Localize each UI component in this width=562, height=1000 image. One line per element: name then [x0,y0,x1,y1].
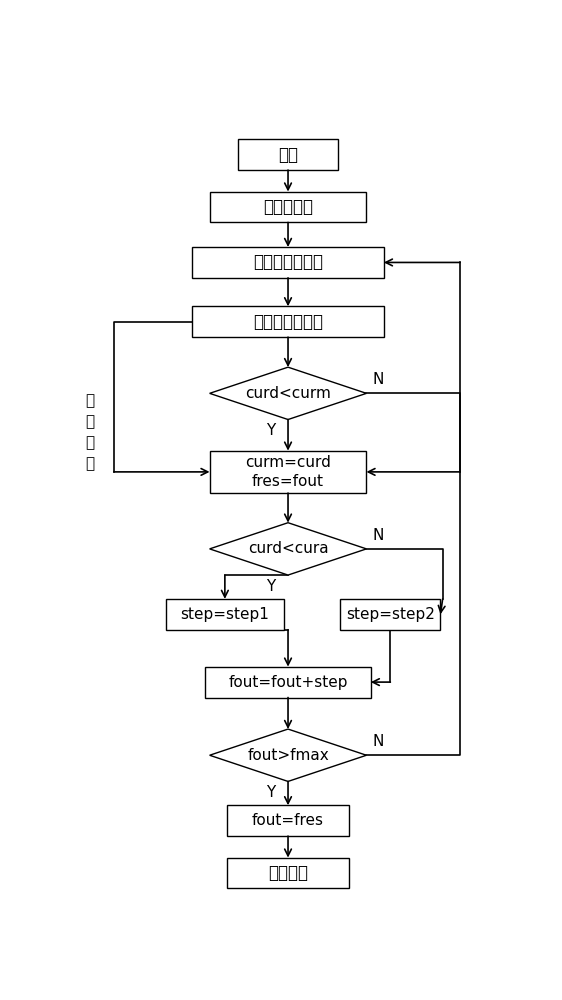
Polygon shape [210,523,366,575]
Text: 延时后采样电流: 延时后采样电流 [253,313,323,331]
Bar [210,192,366,222]
Bar [210,451,366,493]
Text: fout>fmax: fout>fmax [247,748,329,763]
Text: Y: Y [266,579,275,594]
Text: 初始化频率输出: 初始化频率输出 [253,253,323,271]
Text: fout=fres: fout=fres [252,813,324,828]
Text: step=step2: step=step2 [346,607,435,622]
Text: 初
次
采
样: 初 次 采 样 [85,393,94,471]
Bar [166,599,284,630]
Bar [227,805,349,836]
Bar [227,858,349,888]
Text: N: N [373,372,384,387]
Text: 结束返回: 结束返回 [268,864,308,882]
Bar [192,247,384,278]
Polygon shape [210,367,366,420]
Text: 参数初始化: 参数初始化 [263,198,313,216]
Text: fout=fout+step: fout=fout+step [228,675,348,690]
Text: curd<curm: curd<curm [245,386,331,401]
Bar [192,306,384,337]
Text: 开始: 开始 [278,146,298,164]
Bar [238,139,338,170]
Text: curd<cura: curd<cura [248,541,328,556]
Text: N: N [373,528,384,543]
Bar [340,599,441,630]
Text: N: N [373,734,384,749]
Text: curm=curd
fres=fout: curm=curd fres=fout [245,455,331,489]
Text: Y: Y [266,785,275,800]
Bar [205,667,371,698]
Polygon shape [210,729,366,781]
Text: step=step1: step=step1 [180,607,269,622]
Text: Y: Y [266,423,275,438]
